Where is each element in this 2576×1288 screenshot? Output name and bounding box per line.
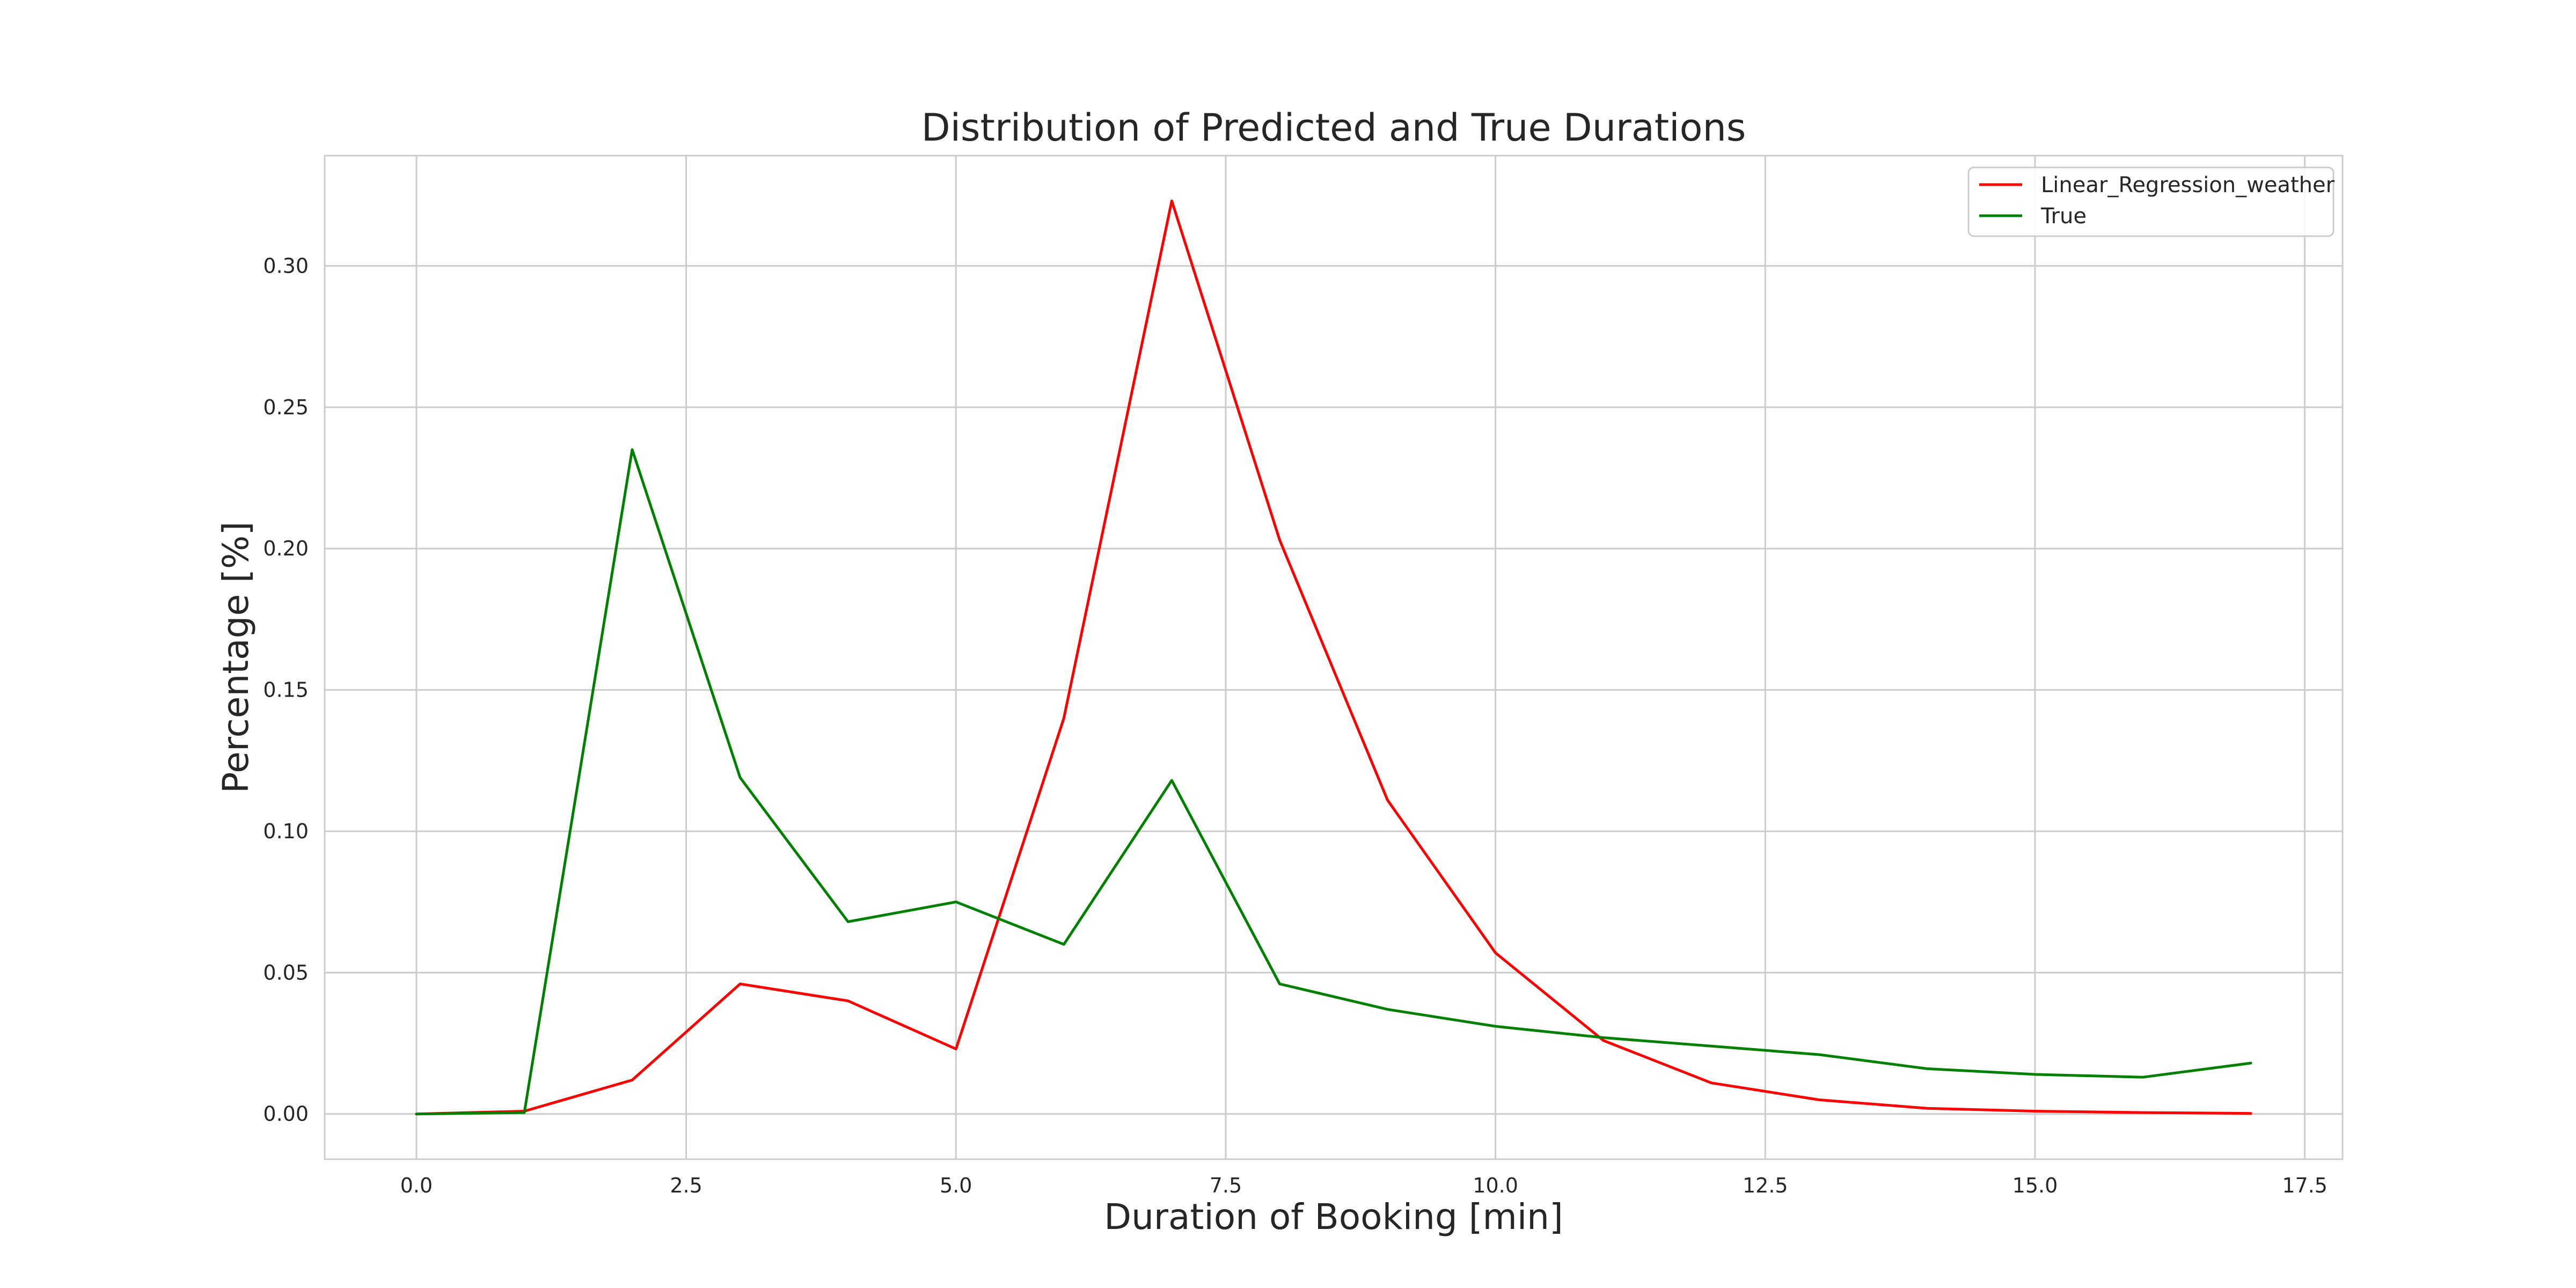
series-lines bbox=[415, 199, 2252, 1116]
legend-box bbox=[1967, 166, 2334, 237]
y-axis-label: Percentage [%] bbox=[215, 522, 257, 793]
x-tick-label: 15.0 bbox=[2012, 1174, 2058, 1197]
chart-title: Distribution of Predicted and True Durat… bbox=[921, 106, 1746, 150]
y-tick-label: 0.25 bbox=[263, 396, 309, 419]
x-tick-labels: 0.0 2.5 5.0 7.5 10.0 12.5 15.0 17.5 bbox=[400, 1174, 2328, 1197]
plot-area bbox=[324, 155, 2344, 1160]
x-tick-label: 2.5 bbox=[670, 1174, 702, 1197]
y-tick-label: 0.30 bbox=[263, 254, 309, 277]
x-tick-label: 17.5 bbox=[2282, 1174, 2328, 1197]
x-axis-label: Duration of Booking [min] bbox=[1104, 1196, 1563, 1238]
legend-label-linear-regression-weather: Linear_Regression_weather bbox=[2041, 173, 2335, 197]
y-tick-label: 0.20 bbox=[263, 537, 309, 560]
y-tick-label: 0.10 bbox=[263, 819, 309, 843]
y-tick-label: 0.15 bbox=[263, 678, 309, 702]
series-line-linear-regression-weather bbox=[415, 199, 2252, 1116]
x-tick-label: 12.5 bbox=[1743, 1174, 1788, 1197]
y-tick-labels: 0.00 0.05 0.10 0.15 0.20 0.25 0.30 bbox=[263, 254, 309, 1125]
y-tick-label: 0.05 bbox=[263, 961, 309, 984]
legend-label-true: True bbox=[2040, 204, 2087, 229]
x-tick-label: 0.0 bbox=[400, 1174, 433, 1197]
x-gridlines bbox=[415, 156, 2306, 1159]
y-gridlines bbox=[325, 265, 2343, 1115]
legend: Linear_Regression_weather True bbox=[1967, 166, 2335, 237]
series-line-true bbox=[415, 448, 2252, 1116]
x-tick-label: 10.0 bbox=[1473, 1174, 1518, 1197]
x-tick-label: 5.0 bbox=[940, 1174, 972, 1197]
x-tick-label: 7.5 bbox=[1210, 1174, 1242, 1197]
y-tick-label: 0.00 bbox=[263, 1102, 309, 1126]
